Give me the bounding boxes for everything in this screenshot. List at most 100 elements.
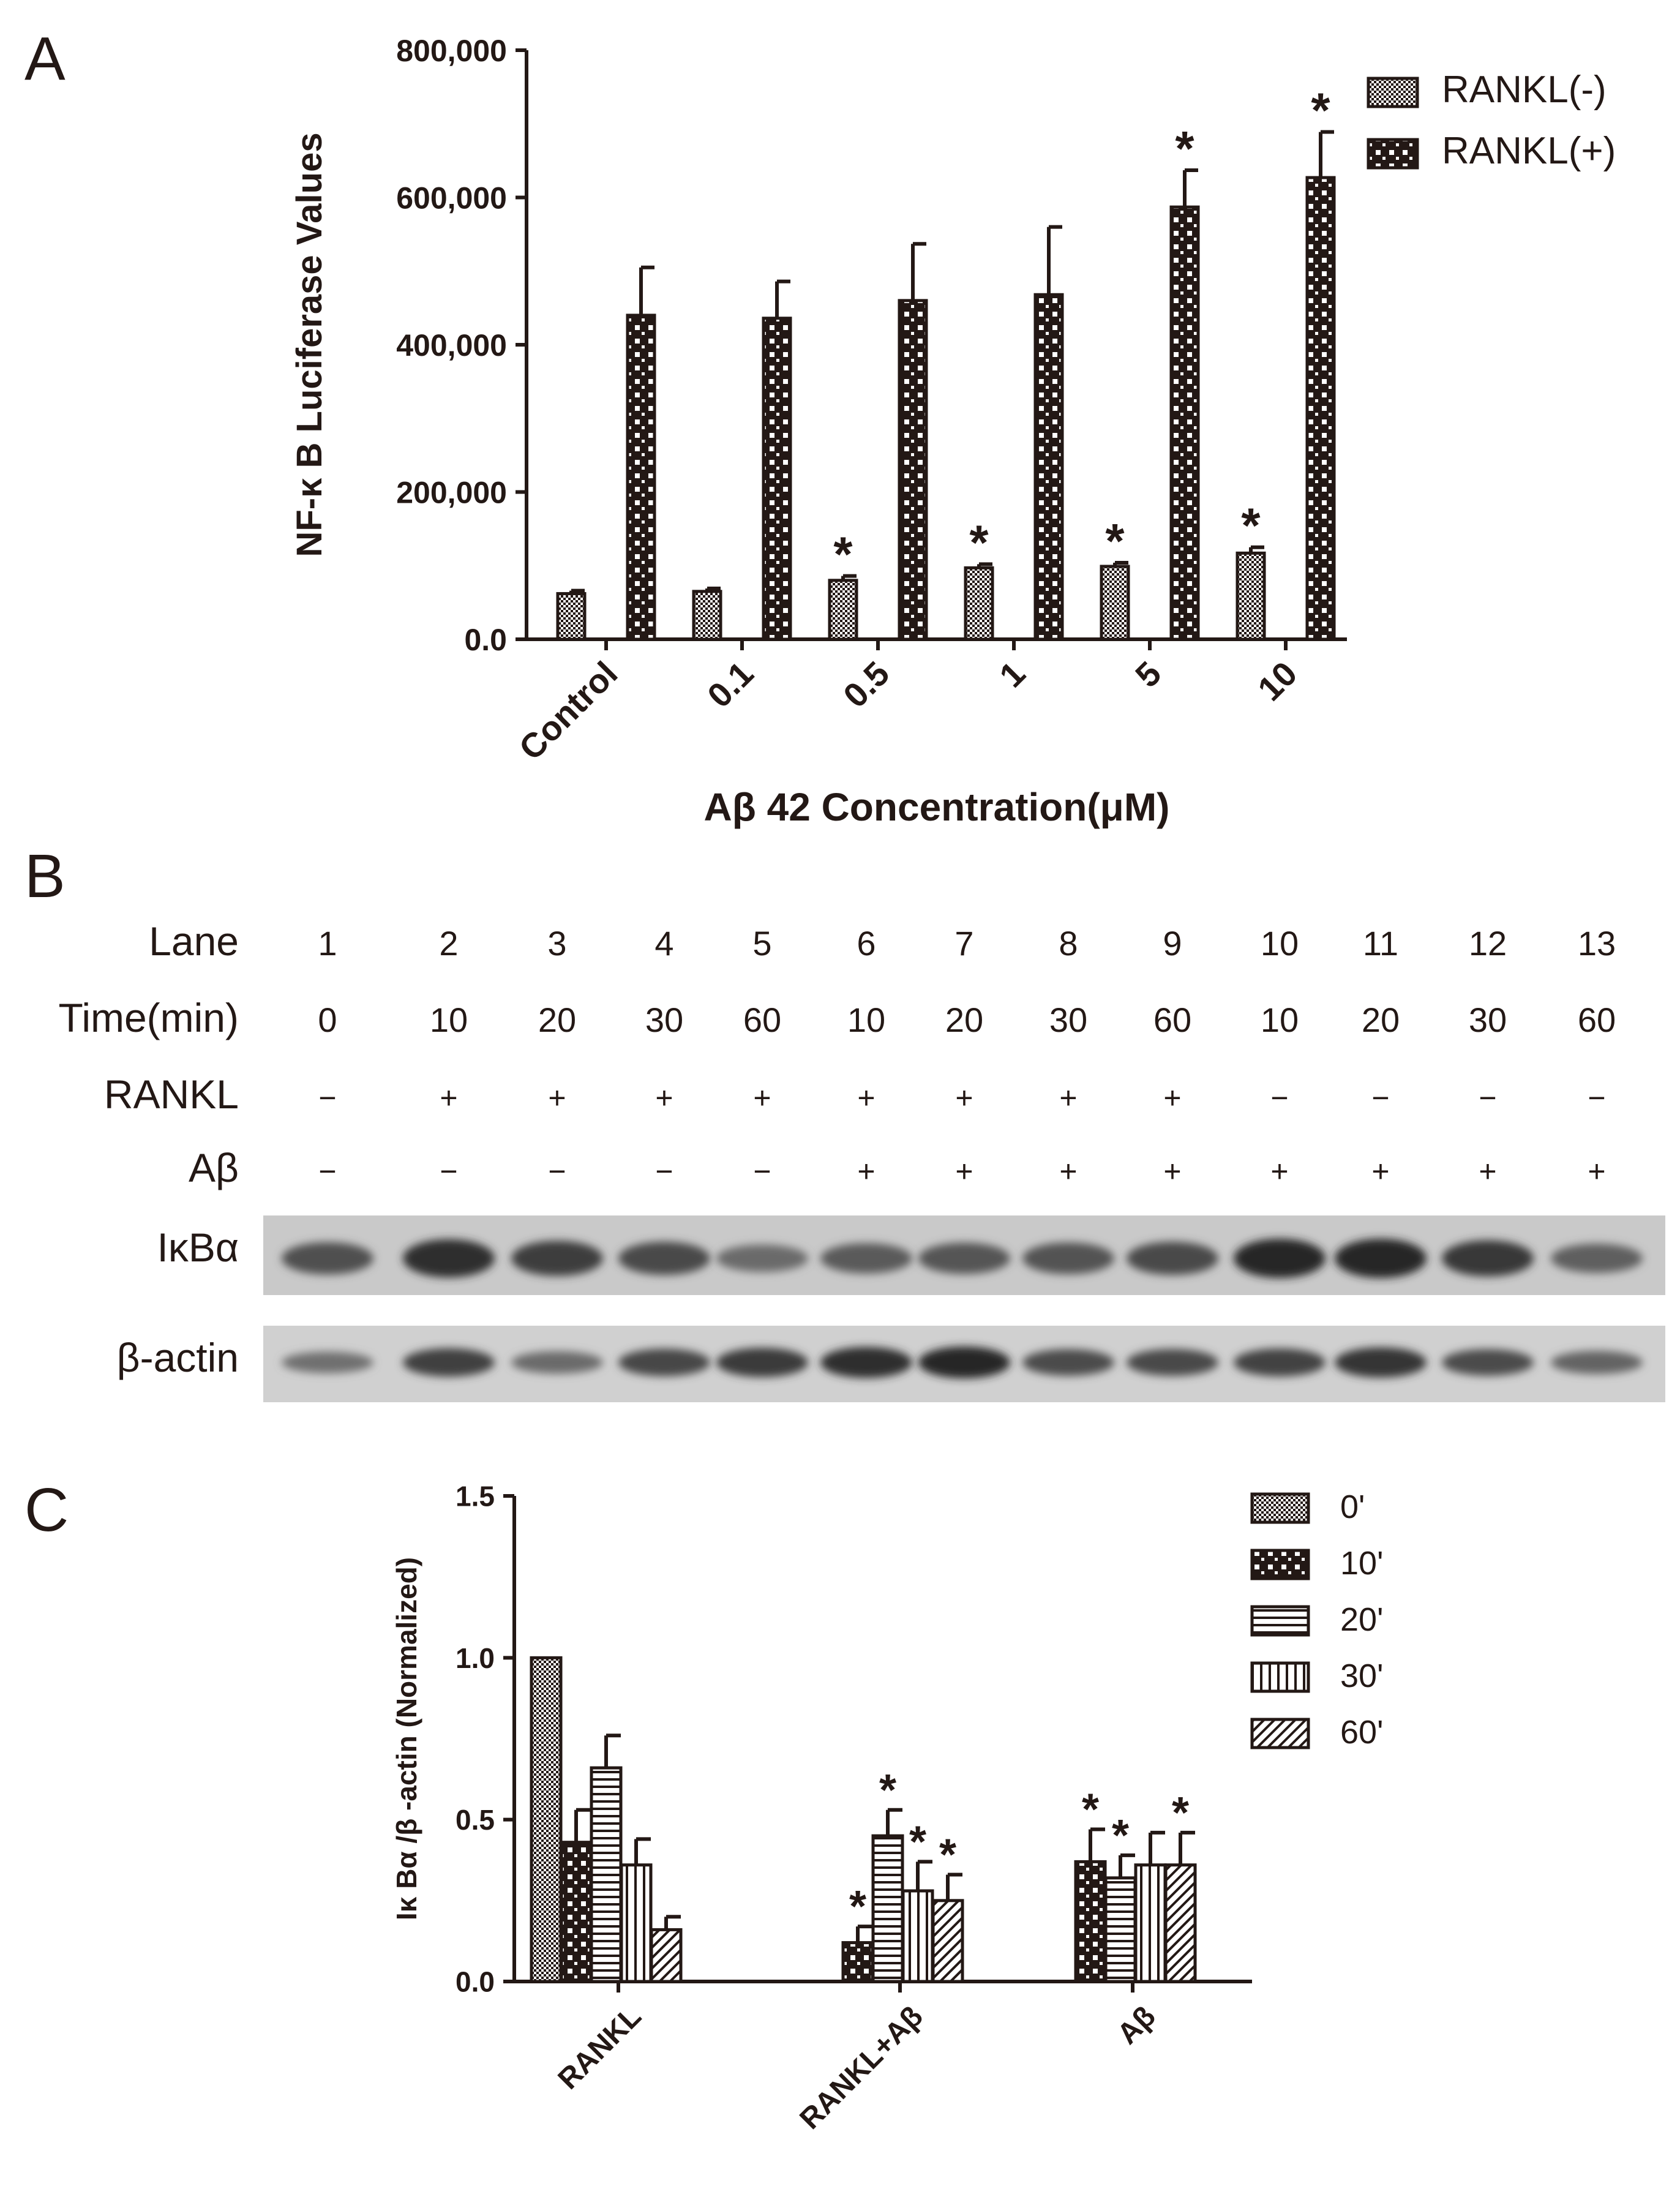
actin-band: [918, 1347, 1010, 1378]
legend-swatch: [1250, 1605, 1310, 1637]
x-tick-label: Control: [511, 654, 624, 767]
ikba-band: [1335, 1239, 1427, 1278]
actin-band: [1442, 1349, 1534, 1376]
blot-cell: −: [1588, 1081, 1605, 1115]
legend-swatch: [1367, 77, 1419, 108]
actin-band: [403, 1348, 495, 1377]
actin-band: [511, 1351, 603, 1374]
x-tick-label: 5: [1128, 654, 1169, 695]
blot-cell: 10: [430, 1001, 468, 1039]
ikba-band: [282, 1242, 373, 1275]
bar: [530, 1656, 563, 1983]
bar: [590, 1766, 623, 1983]
significance-star: *: [1172, 1789, 1189, 1838]
band-label-actin: β-actin: [117, 1335, 239, 1380]
legend-label: 60': [1340, 1714, 1383, 1751]
ikba-band: [820, 1243, 912, 1274]
actin-band: [1022, 1349, 1114, 1376]
blot-cell: 8: [1059, 924, 1078, 963]
blot-cell: −: [548, 1154, 566, 1189]
blot-cell: +: [1588, 1154, 1605, 1189]
ikba-band: [716, 1244, 808, 1272]
significance-star: *: [1112, 1811, 1129, 1860]
blot-cell: 3: [547, 924, 566, 963]
bar: [1074, 1860, 1107, 1983]
x-tick-label: Aβ: [1111, 2000, 1162, 2051]
bar: [898, 299, 928, 641]
actin-band: [1551, 1351, 1643, 1374]
bar: [1169, 205, 1200, 641]
bar: [556, 592, 587, 641]
bar: [1104, 1876, 1137, 1983]
legend-swatch: [1250, 1549, 1310, 1580]
blot-cell: +: [1163, 1154, 1181, 1189]
bar: [692, 590, 722, 641]
legend-label: RANKL(-): [1442, 69, 1607, 111]
row-header: RANKL: [104, 1072, 239, 1117]
actin-band: [820, 1347, 912, 1378]
legend-swatch: [1250, 1661, 1310, 1693]
ikba-band: [1442, 1240, 1534, 1277]
blot-cell: 30: [1469, 1001, 1507, 1039]
blot-cell: +: [1371, 1154, 1389, 1189]
bar: [762, 317, 792, 641]
row-header: Aβ: [189, 1145, 239, 1190]
legend-label: 10': [1340, 1545, 1383, 1582]
bar: [1134, 1863, 1167, 1983]
ikba-band: [1551, 1244, 1643, 1273]
y-axis-label: NF-κ B Luciferase Values: [290, 132, 329, 557]
blot-cell: 11: [1363, 924, 1398, 963]
ikba-band: [618, 1241, 710, 1275]
blot-cell: −: [318, 1154, 336, 1189]
legend-swatch: [1250, 1492, 1310, 1524]
ikba-band: [918, 1242, 1010, 1274]
x-tick-label: RANKL+Aβ: [793, 2000, 929, 2135]
blot-cell: 4: [654, 924, 673, 963]
blot-cell: 7: [954, 924, 973, 963]
significance-star: *: [1082, 1786, 1099, 1835]
panel-label-a: A: [24, 24, 66, 93]
significance-star: *: [1311, 83, 1330, 137]
blot-cell: 20: [1362, 1001, 1400, 1039]
legend-swatch: [1250, 1718, 1310, 1749]
blot-cell: +: [955, 1081, 973, 1115]
legend-label: RANKL(+): [1442, 130, 1616, 172]
y-tick-label: 400,000: [396, 328, 507, 362]
blot-cell: −: [440, 1154, 457, 1189]
panel-label-b: B: [24, 842, 66, 911]
ikba-band: [1127, 1241, 1218, 1275]
bar: [901, 1889, 934, 1983]
y-tick-label: 0.5: [456, 1804, 495, 1836]
significance-star: *: [969, 515, 989, 569]
blot-cell: +: [1059, 1154, 1077, 1189]
legend-label: 20': [1340, 1601, 1383, 1638]
actin-band: [1234, 1348, 1326, 1377]
bar: [931, 1899, 964, 1983]
blot-cell: +: [857, 1081, 875, 1115]
significance-star: *: [909, 1817, 926, 1866]
ikba-band: [1022, 1242, 1114, 1274]
blot-cell: +: [1479, 1154, 1496, 1189]
ikba-band: [1234, 1239, 1326, 1278]
blot-cell: −: [1479, 1081, 1496, 1115]
blot-cell: 6: [857, 924, 876, 963]
blot-cell: −: [318, 1081, 336, 1115]
blot-cell: 13: [1578, 924, 1616, 963]
bar: [1305, 176, 1336, 641]
chart-a: 0.0 200,000 400,000 600,000 800,000 NF-κ B Lu…: [290, 34, 1616, 829]
y-tick-label: 600,000: [396, 181, 507, 216]
x-axis-label: Aβ 42 Concentration(μM): [704, 785, 1170, 829]
bar: [828, 579, 858, 641]
actin-band: [282, 1351, 373, 1373]
significance-star: *: [1105, 514, 1125, 568]
blot-cell: 20: [538, 1001, 576, 1039]
bar: [1164, 1863, 1197, 1983]
legend-label: 30': [1340, 1658, 1383, 1694]
actin-band: [618, 1348, 710, 1377]
actin-band: [1335, 1347, 1427, 1378]
blot-cell: 60: [743, 1001, 781, 1039]
blot-cell: 12: [1469, 924, 1507, 963]
blot-cell: 60: [1153, 1001, 1191, 1039]
